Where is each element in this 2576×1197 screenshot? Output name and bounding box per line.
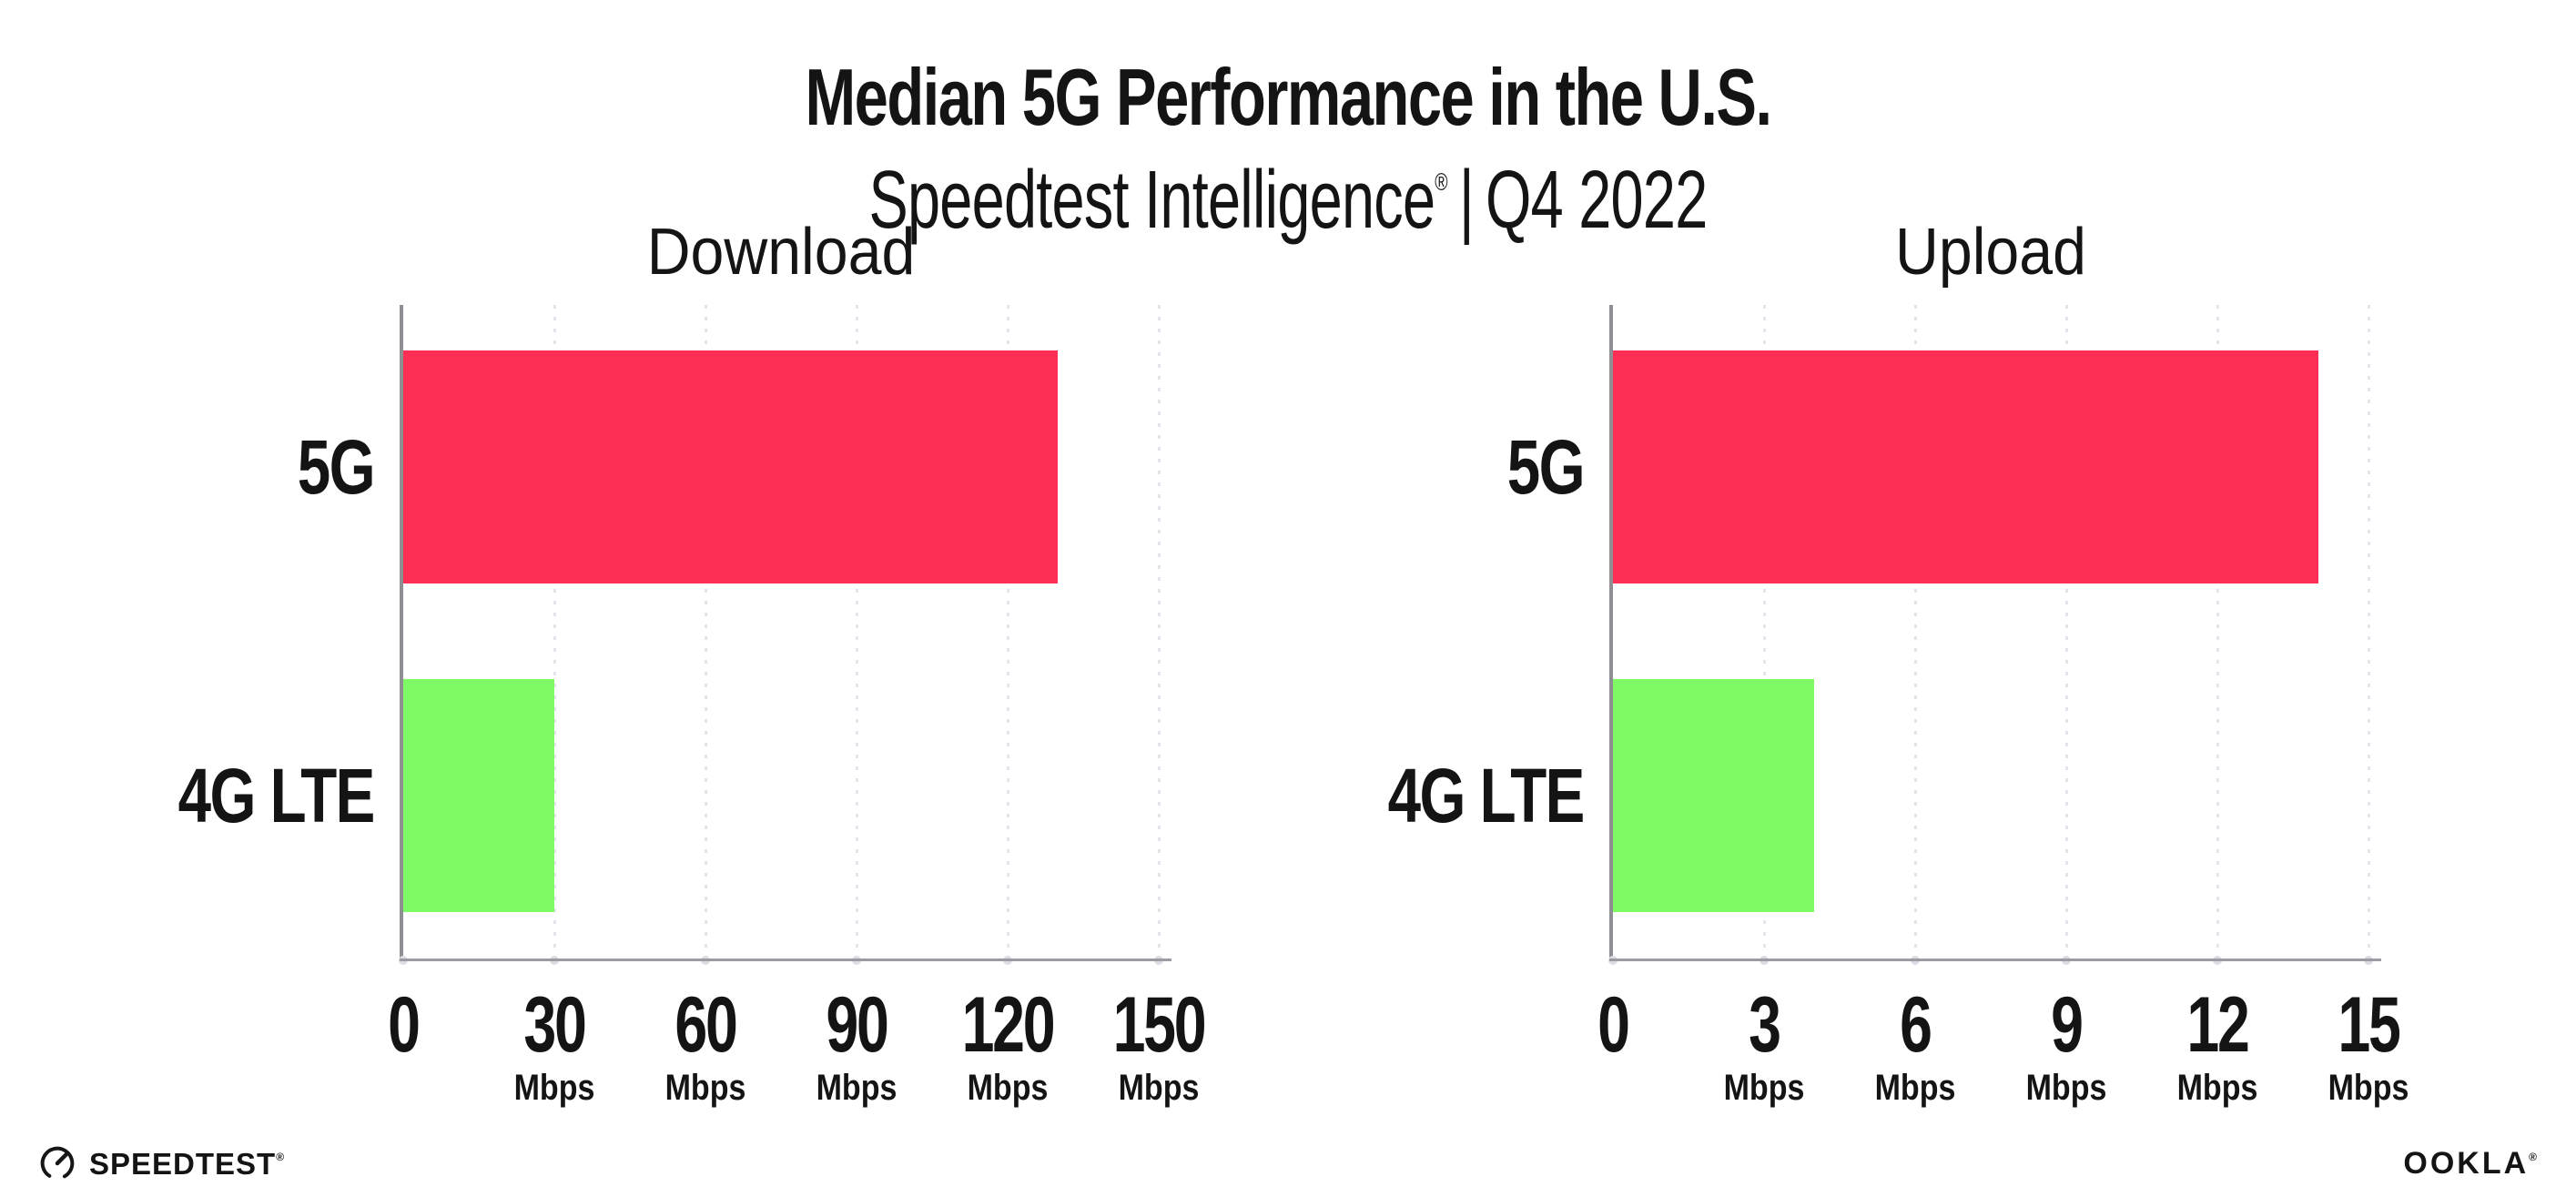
x-tick: 90 Mbps <box>809 986 904 1106</box>
x-tick-value: 9 <box>2051 981 2084 1069</box>
plot-area-download: Download 5G 4G LTE 0 30 <box>178 219 1207 1106</box>
registered-mark: ® <box>1435 168 1447 197</box>
x-tick: 15 Mbps <box>2321 986 2416 1106</box>
x-tick-value: 15 <box>2338 981 2401 1069</box>
gridline <box>1157 305 1161 959</box>
x-tick: 120 Mbps <box>947 986 1070 1106</box>
page-title: Median 5G Performance in the U.S. <box>805 51 1772 142</box>
subtitle-separator: | <box>1458 154 1475 246</box>
gridline <box>1913 305 1917 959</box>
x-tick-unit: Mbps <box>2328 1068 2409 1108</box>
x-tick-value: 90 <box>826 981 889 1069</box>
x-tick-value: 0 <box>388 981 421 1069</box>
y-axis-label-5g: 5G <box>297 423 376 510</box>
x-tick-value: 6 <box>1900 981 1932 1069</box>
chart-title-download: Download <box>646 216 916 289</box>
x-tick-value: 12 <box>2186 981 2250 1069</box>
x-tick: 0 <box>1593 986 1634 1070</box>
bar-5g-download <box>403 350 1059 583</box>
gridline <box>1762 305 1766 959</box>
x-tick: 0 <box>383 986 424 1070</box>
ookla-wordmark: OOKLA <box>2403 1146 2530 1181</box>
y-axis-label-4g-lte: 4G LTE <box>177 752 376 838</box>
speedtest-logo: SPEEDTEST® <box>38 1144 285 1182</box>
gridline <box>2064 305 2068 959</box>
y-axis-label-4g-lte: 4G LTE <box>1387 752 1586 838</box>
x-tick-value: 0 <box>1597 981 1630 1069</box>
gridline <box>704 305 707 959</box>
x-tick-unit: Mbps <box>1874 1068 1956 1108</box>
y-axis-label-5g: 5G <box>1506 423 1586 510</box>
x-tick: 150 Mbps <box>1098 986 1221 1106</box>
x-tick: 6 Mbps <box>1868 986 1962 1106</box>
page-subtitle: Speedtest Intelligence® | Q4 2022 <box>360 157 2216 244</box>
x-tick-value: 60 <box>674 981 738 1069</box>
speedtest-gauge-icon <box>38 1144 76 1182</box>
plot-area-upload: Upload 5G 4G LTE 0 3 <box>1388 219 2409 1106</box>
x-tick-unit: Mbps <box>816 1068 898 1108</box>
registered-mark: ® <box>276 1151 286 1164</box>
bar-4g-lte-upload <box>1613 679 1815 912</box>
x-tick-value: 150 <box>1112 981 1207 1069</box>
x-tick-unit: Mbps <box>1118 1068 1200 1108</box>
x-tick-value: 120 <box>961 981 1056 1069</box>
x-axis-upload: 0 3 Mbps 6 Mbps 9 Mbps 12 Mbps <box>1597 959 2409 1159</box>
x-tick: 3 Mbps <box>1717 986 1811 1106</box>
x-tick: 60 Mbps <box>658 986 753 1106</box>
x-tick-value: 3 <box>1749 981 1781 1069</box>
gridline <box>1006 305 1009 959</box>
x-tick-unit: Mbps <box>967 1068 1049 1108</box>
speedtest-wordmark: SPEEDTEST® <box>89 1146 286 1181</box>
bar-5g-upload <box>1613 350 2318 583</box>
x-tick: 9 Mbps <box>2019 986 2114 1106</box>
x-tick-unit: Mbps <box>664 1068 746 1108</box>
x-tick-unit: Mbps <box>2025 1068 2107 1108</box>
x-tick-unit: Mbps <box>1723 1068 1805 1108</box>
subtitle-period: Q4 2022 <box>1485 154 1708 246</box>
x-tick-unit: Mbps <box>2176 1068 2258 1108</box>
bar-4g-lte-download <box>403 679 554 912</box>
registered-mark: ® <box>2529 1150 2540 1163</box>
ookla-logo: OOKLA® <box>2403 1148 2540 1179</box>
subtitle-brand: Speedtest Intelligence <box>868 154 1435 246</box>
x-tick-unit: Mbps <box>513 1068 595 1108</box>
gridline <box>553 305 556 959</box>
x-tick: 12 Mbps <box>2170 986 2265 1106</box>
gridline <box>2367 305 2370 959</box>
x-axis-download: 0 30 Mbps 60 Mbps 90 Mbps 120 Mbps <box>388 959 1206 1159</box>
gridline <box>2216 305 2219 959</box>
x-tick-value: 30 <box>523 981 587 1069</box>
chart-title-upload: Upload <box>1895 216 2086 289</box>
gridline <box>855 305 858 959</box>
x-tick: 30 Mbps <box>507 986 602 1106</box>
